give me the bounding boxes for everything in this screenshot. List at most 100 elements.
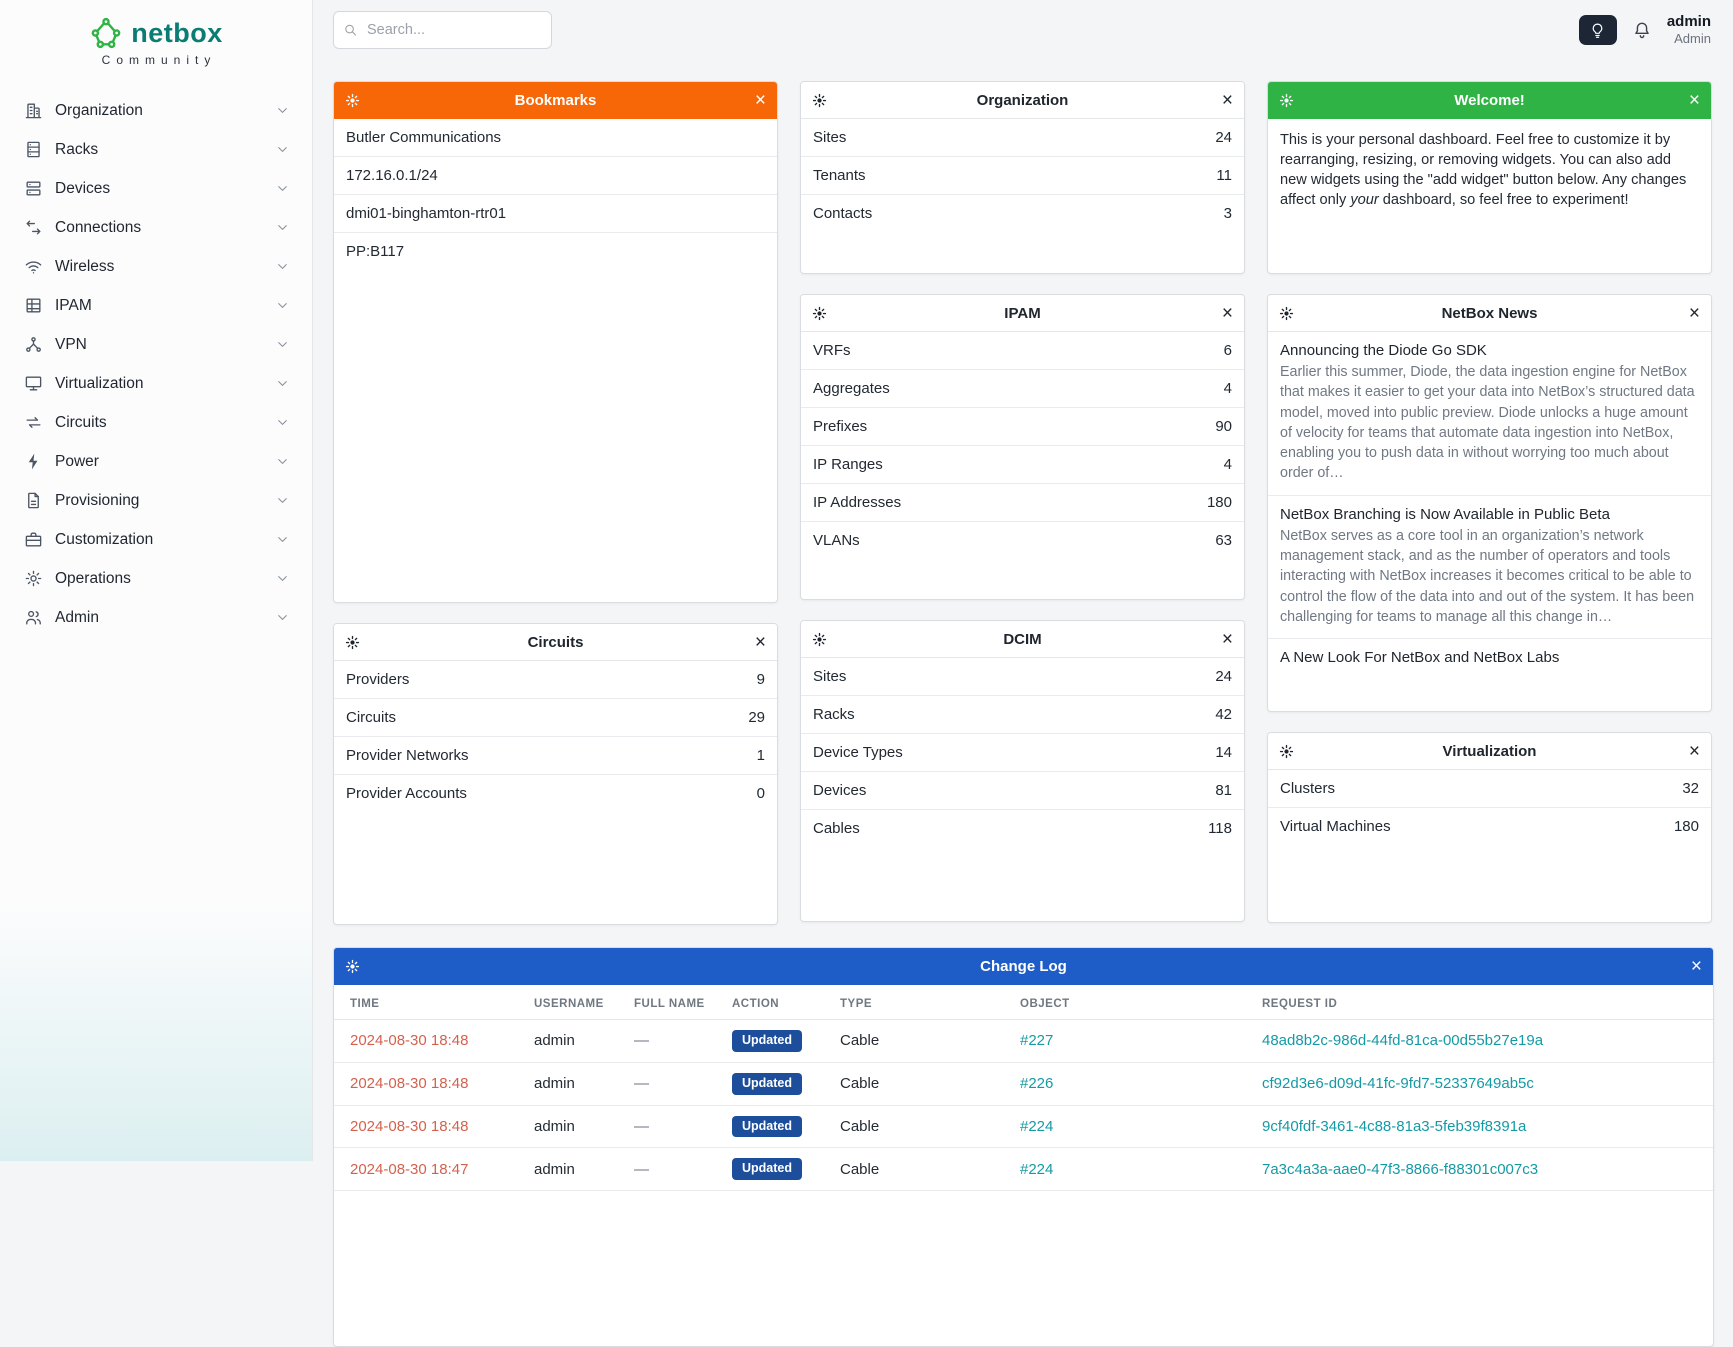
- dashboard-column-1: Bookmarks × Butler Communications 172.16.…: [333, 81, 778, 925]
- widget-news-header: NetBox News ×: [1268, 295, 1711, 332]
- bookmarks-list: Butler Communications 172.16.0.1/24 dmi01-…: [334, 119, 777, 602]
- sidebar-item-wireless[interactable]: Wireless: [0, 247, 312, 286]
- close-icon[interactable]: ×: [1688, 740, 1700, 762]
- sidebar-item-ipam[interactable]: IPAM: [0, 286, 312, 325]
- chevron-down-icon: [275, 571, 290, 586]
- stat-label[interactable]: Device Types: [813, 744, 903, 761]
- sidebar-item-organization[interactable]: Organization: [0, 91, 312, 130]
- changelog-time-link[interactable]: 2024-08-30 18:48: [350, 1075, 469, 1093]
- chevron-down-icon: [275, 298, 290, 313]
- gear-icon[interactable]: [1279, 306, 1294, 321]
- changelog-object-link[interactable]: #226: [1020, 1075, 1054, 1093]
- gear-icon[interactable]: [812, 93, 827, 108]
- news-article-title[interactable]: Announcing the Diode Go SDK: [1280, 342, 1487, 359]
- stat-label[interactable]: Provider Accounts: [346, 785, 467, 802]
- stat-label[interactable]: Tenants: [813, 167, 866, 184]
- stat-label[interactable]: Provider Networks: [346, 747, 469, 764]
- stat-value: 0: [756, 785, 765, 802]
- sidebar-item-connections[interactable]: Connections: [0, 208, 312, 247]
- theme-toggle-button[interactable]: [1578, 15, 1617, 45]
- close-icon[interactable]: ×: [1221, 89, 1233, 111]
- widget-circuits: Circuits × Providers 9 Circuits 29 Provider …: [333, 623, 778, 925]
- search-input[interactable]: [333, 11, 552, 49]
- user-menu[interactable]: admin Admin: [1667, 13, 1711, 48]
- chevron-down-icon: [275, 376, 290, 391]
- changelog-request-id-link[interactable]: 7a3c4a3a-aae0-47f3-8866-f88301c007c3: [1262, 1160, 1539, 1178]
- sidebar-item-vpn[interactable]: VPN: [0, 325, 312, 364]
- stat-row: Virtual Machines 180: [1268, 808, 1711, 845]
- changelog-request-id-link[interactable]: 9cf40fdf-3461-4c88-81a3-5feb39f8391a: [1262, 1117, 1527, 1135]
- close-icon[interactable]: ×: [754, 631, 766, 653]
- sidebar-item-circuits[interactable]: Circuits: [0, 403, 312, 442]
- news-article-title[interactable]: A New Look For NetBox and NetBox Labs: [1280, 649, 1560, 667]
- changelog-time-link[interactable]: 2024-08-30 18:47: [350, 1160, 469, 1178]
- stat-label[interactable]: Circuits: [346, 709, 397, 726]
- changelog-object-link[interactable]: #227: [1020, 1032, 1054, 1050]
- changelog-request-id-link[interactable]: cf92d3e6-d09d-41fc-9fd7-52337649ab5c: [1262, 1075, 1534, 1093]
- stat-label[interactable]: VRFs: [813, 342, 851, 359]
- stat-label[interactable]: Contacts: [813, 205, 873, 222]
- gear-icon[interactable]: [1279, 93, 1294, 108]
- stat-value: 63: [1215, 532, 1232, 549]
- notifications-bell-icon[interactable]: [1632, 20, 1652, 40]
- bookmark-item[interactable]: PP:B117: [346, 243, 405, 260]
- stat-row: Cables 118: [801, 810, 1244, 847]
- gear-icon[interactable]: [812, 632, 827, 647]
- stat-label[interactable]: Racks: [813, 706, 855, 723]
- close-icon[interactable]: ×: [1221, 628, 1233, 650]
- close-icon[interactable]: ×: [1688, 302, 1700, 324]
- bookmark-item[interactable]: Butler Communications: [334, 119, 777, 157]
- stat-label[interactable]: Sites: [813, 668, 847, 685]
- changelog-full-name: —: [624, 1147, 722, 1191]
- widget-title: Virtualization: [1442, 742, 1537, 760]
- changelog-request-id-link[interactable]: 48ad8b2c-986d-44fd-81ca-00d55b27e19a: [1262, 1032, 1544, 1050]
- gear-icon[interactable]: [345, 93, 360, 108]
- stat-label[interactable]: Clusters: [1280, 780, 1336, 797]
- stat-value: 11: [1216, 167, 1232, 184]
- bookmark-item[interactable]: 172.16.0.1/24: [334, 157, 777, 195]
- stat-label[interactable]: IP Ranges: [813, 456, 883, 473]
- gear-icon[interactable]: [812, 306, 827, 321]
- gear-icon[interactable]: [345, 635, 360, 650]
- stat-label[interactable]: Sites: [813, 129, 847, 146]
- sidebar-item-racks[interactable]: Racks: [0, 130, 312, 169]
- close-icon[interactable]: ×: [1688, 89, 1700, 111]
- gear-icon[interactable]: [345, 959, 360, 974]
- news-article-title[interactable]: NetBox Branching is Now Available in Pub…: [1280, 505, 1610, 523]
- widget-ipam: IPAM × VRFs 6 Aggregates 4 Prefixes 90 IP Rang…: [800, 294, 1245, 600]
- close-icon[interactable]: ×: [1690, 955, 1702, 977]
- topbar: admin Admin: [313, 0, 1733, 60]
- stat-label[interactable]: Cables: [813, 820, 860, 837]
- widget-organization-header: Organization ×: [801, 82, 1244, 119]
- news-article-body: NetBox serves as a core tool in an organ…: [1280, 527, 1695, 625]
- stat-label[interactable]: Providers: [346, 671, 410, 688]
- chevron-down-icon: [275, 415, 290, 430]
- bookmark-item[interactable]: dmi01-binghamton-rtr01: [334, 195, 777, 233]
- changelog-object-link[interactable]: #224: [1020, 1117, 1054, 1135]
- sidebar-item-label: IPAM: [55, 296, 92, 314]
- brand-home-link[interactable]: netbox Community: [0, 0, 312, 79]
- stat-label[interactable]: Devices: [813, 782, 867, 799]
- changelog-object-link[interactable]: #224: [1020, 1160, 1054, 1178]
- sidebar-item-admin[interactable]: Admin: [0, 598, 312, 637]
- close-icon[interactable]: ×: [754, 89, 766, 111]
- stat-label[interactable]: IP Addresses: [813, 494, 902, 511]
- netbox-logo-icon: [89, 16, 123, 50]
- sidebar-item-virtualization[interactable]: Virtualization: [0, 364, 312, 403]
- stat-label[interactable]: Virtual Machines: [1280, 818, 1391, 835]
- stat-row: Sites 24: [801, 658, 1244, 696]
- changelog-row: 2024-08-30 18:47 admin — Updated Cable #224 7a…: [334, 1147, 1713, 1191]
- sidebar-item-operations[interactable]: Operations: [0, 559, 312, 598]
- stat-label[interactable]: Prefixes: [813, 418, 868, 435]
- close-icon[interactable]: ×: [1221, 302, 1233, 324]
- changelog-time-link[interactable]: 2024-08-30 18:48: [350, 1117, 469, 1135]
- sidebar-item-devices[interactable]: Devices: [0, 169, 312, 208]
- stat-label[interactable]: VLANs: [813, 532, 860, 549]
- gear-icon[interactable]: [1279, 744, 1294, 759]
- sidebar-item-power[interactable]: Power: [0, 442, 312, 481]
- changelog-full-name: —: [624, 1105, 722, 1149]
- stat-label[interactable]: Aggregates: [813, 380, 890, 397]
- changelog-time-link[interactable]: 2024-08-30 18:48: [350, 1032, 469, 1050]
- sidebar-item-customization[interactable]: Customization: [0, 520, 312, 559]
- sidebar-item-provisioning[interactable]: Provisioning: [0, 481, 312, 520]
